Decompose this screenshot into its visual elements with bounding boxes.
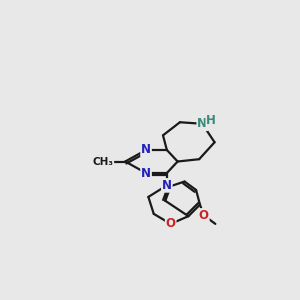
Text: N: N	[141, 167, 151, 180]
Text: O: O	[199, 209, 209, 222]
Text: N: N	[141, 143, 151, 157]
Text: H: H	[206, 114, 216, 127]
Text: CH₃: CH₃	[92, 157, 113, 166]
Text: N: N	[162, 179, 172, 192]
Text: O: O	[166, 218, 176, 230]
Text: N: N	[197, 117, 207, 130]
